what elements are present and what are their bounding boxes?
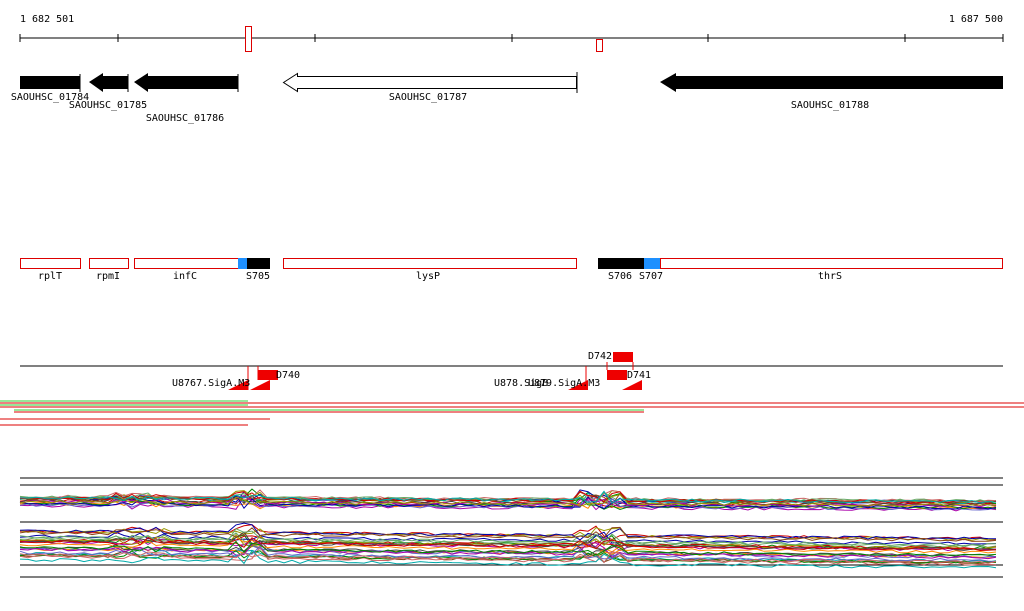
trace [19, 490, 997, 504]
site-label: D742 [588, 351, 612, 362]
feature-label: S705 [246, 271, 270, 282]
trace [19, 526, 997, 542]
gene-label: SAOUHSC_01786 [146, 113, 224, 124]
feature-label: rpmI [96, 271, 120, 282]
trace [19, 494, 997, 510]
trace [19, 496, 997, 511]
trace [19, 549, 997, 569]
expression-traces [19, 477, 1003, 578]
trace [19, 536, 997, 552]
trace [19, 494, 997, 508]
trace [19, 528, 996, 547]
trace [19, 539, 997, 558]
read-lines [0, 400, 1024, 426]
site-label: U8767.SigA.M3 [172, 378, 250, 389]
gene-arrows [20, 72, 1003, 93]
gene-label: SAOUHSC_01785 [69, 100, 147, 111]
feature-boxes [20, 258, 1003, 269]
trace [19, 495, 997, 508]
axis-start: 1 682 501 [20, 14, 74, 25]
trace [19, 490, 997, 504]
feature-label: S707 [639, 271, 663, 282]
trace [19, 550, 997, 564]
feature-label: S706 [608, 271, 632, 282]
marker [245, 26, 252, 52]
gene-label: SAOUHSC_01787 [389, 92, 467, 103]
site-label: U878.SigB [494, 378, 548, 389]
feature-label: thrS [818, 271, 842, 282]
trace [19, 542, 997, 560]
gene-label: SAOUHSC_01788 [791, 100, 869, 111]
axis-end: 1 687 500 [949, 14, 1003, 25]
site-label: D740 [276, 370, 300, 381]
trace [19, 540, 997, 557]
site-marks [228, 352, 642, 390]
feature-label: rplT [38, 271, 62, 282]
scale [19, 34, 1004, 42]
site-label: U879.SigA.M3 [528, 378, 600, 389]
feature-label: lysP [416, 271, 440, 282]
trace [19, 536, 997, 555]
gene-label: SAOUHSC_01784 [11, 92, 89, 103]
marker [596, 39, 603, 52]
feature-label: infC [173, 271, 197, 282]
site-label: D741 [627, 370, 651, 381]
